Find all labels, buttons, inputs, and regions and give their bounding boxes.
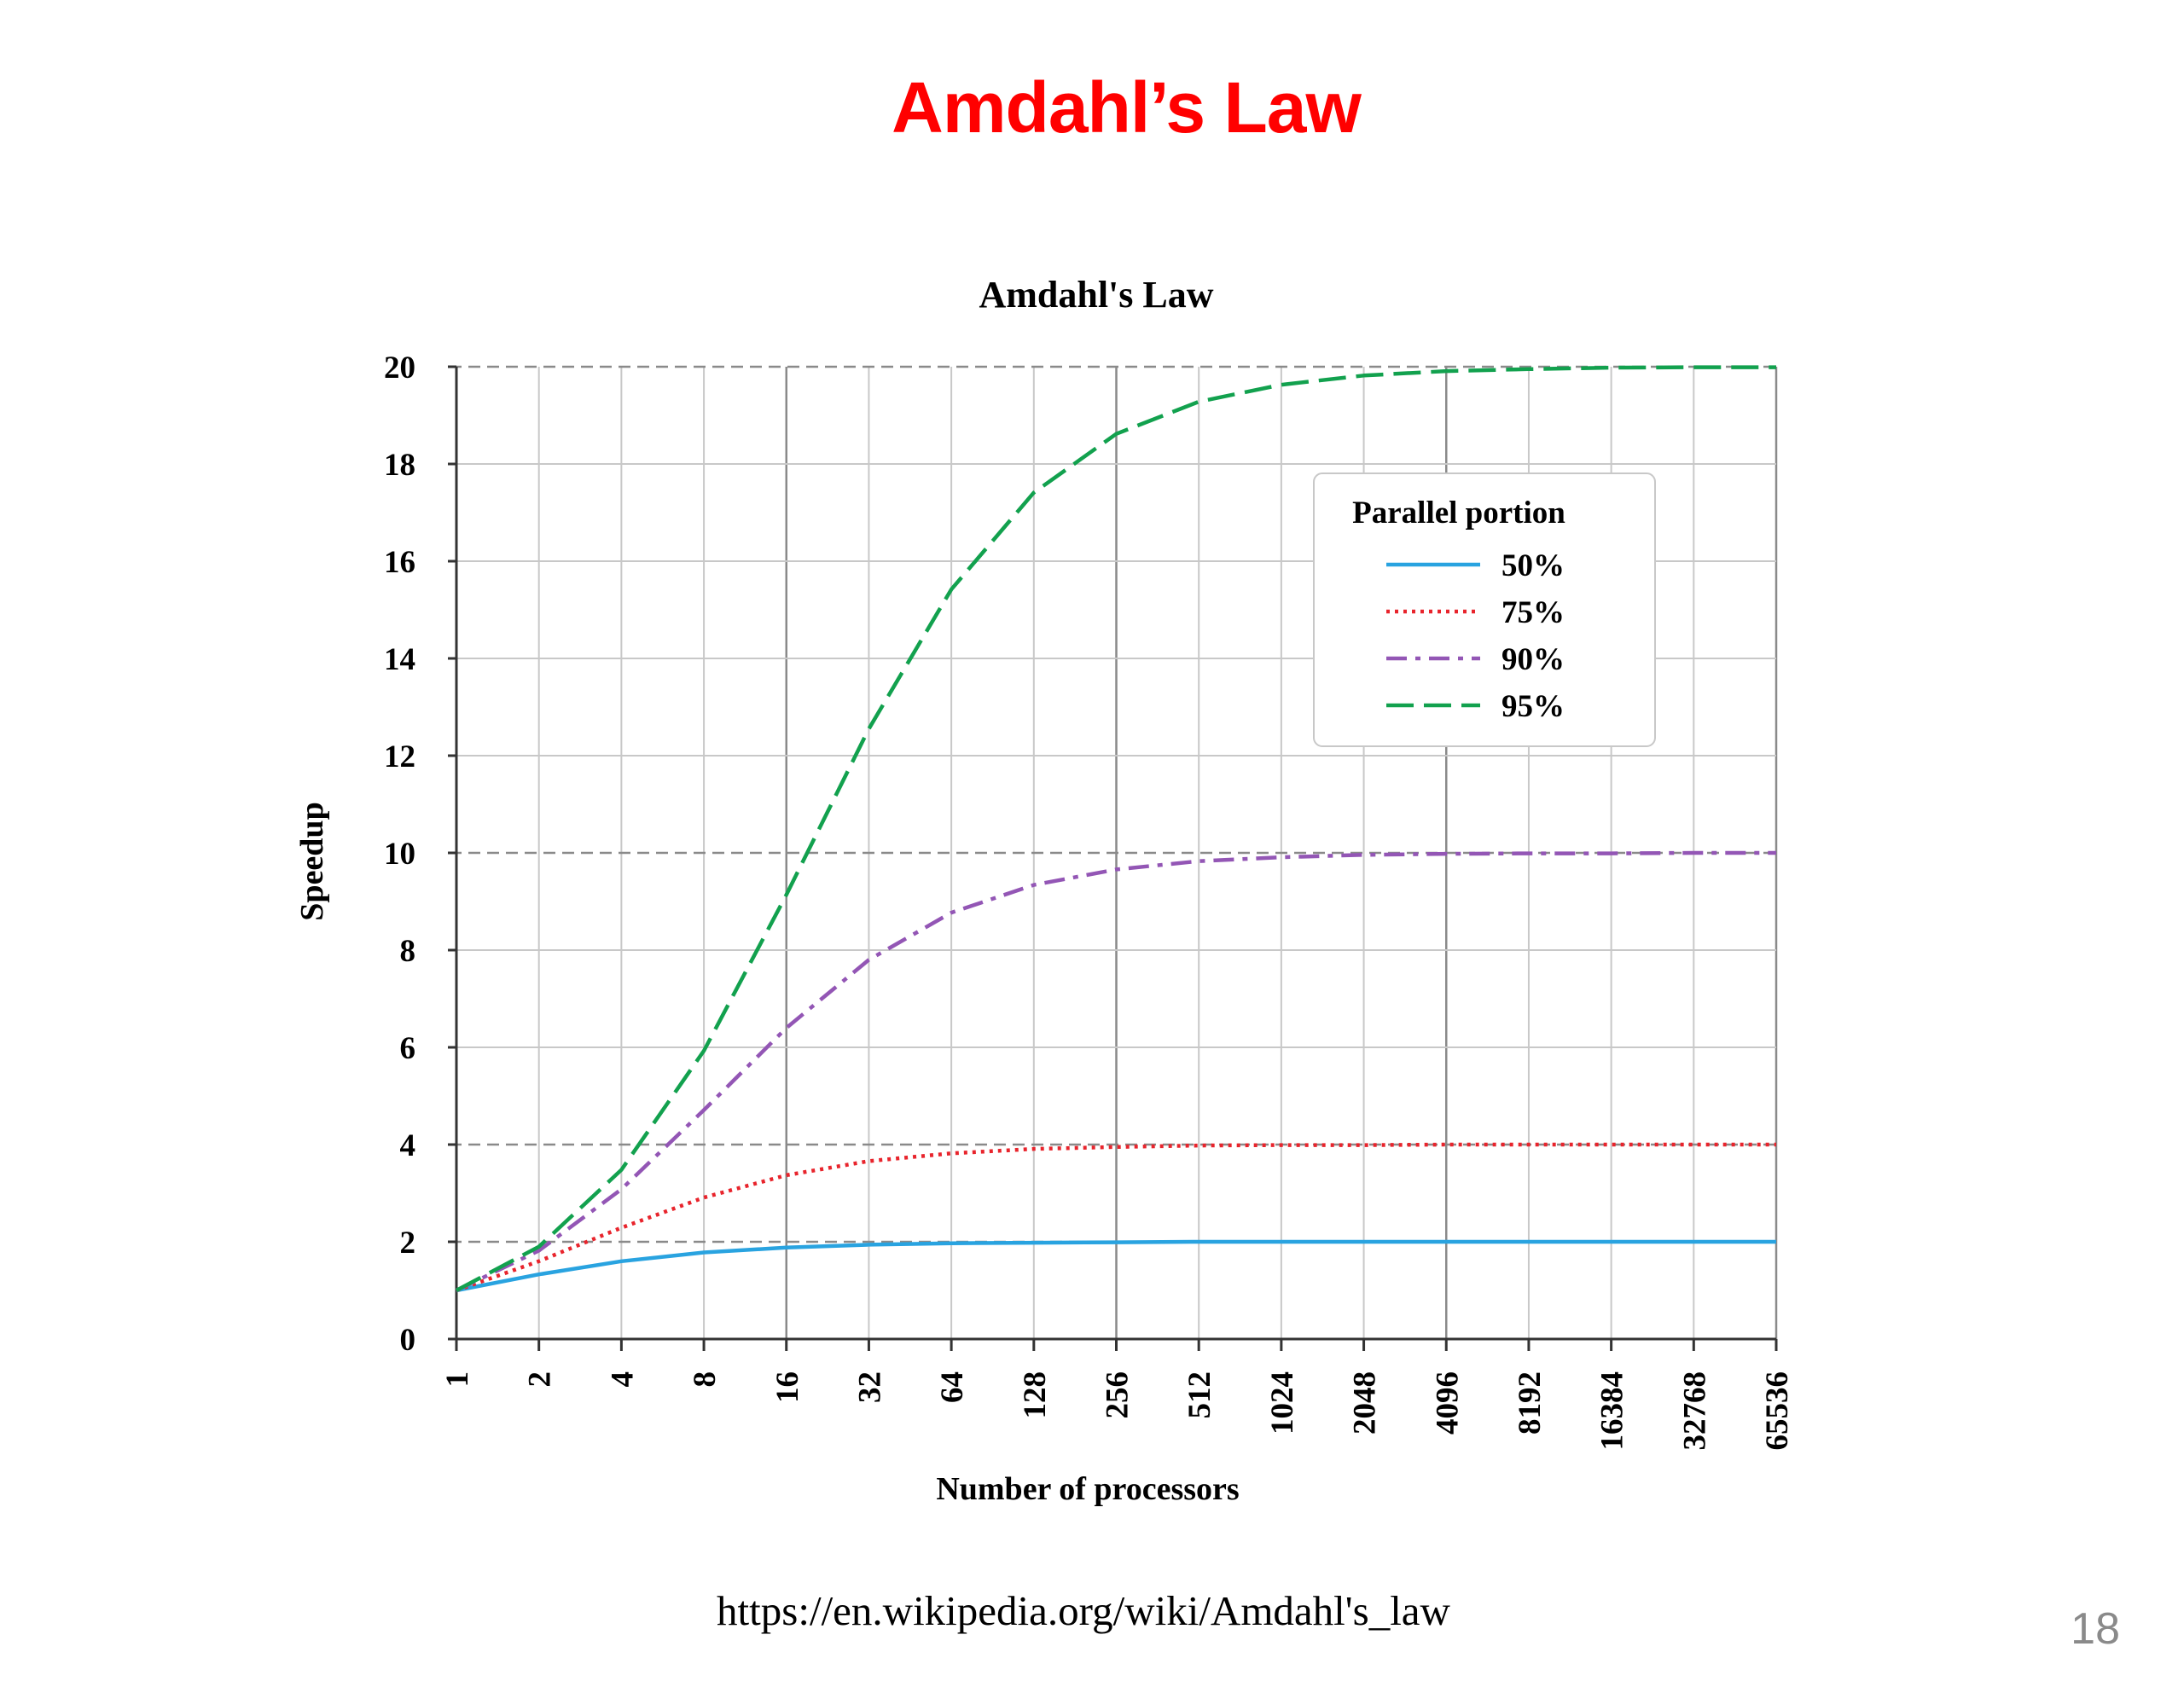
x-tick-label: 8 bbox=[688, 1371, 723, 1388]
legend-label-90pct: 90% bbox=[1502, 642, 1565, 677]
series-line-95pct bbox=[455, 365, 1776, 1292]
y-tick-label: 2 bbox=[400, 1226, 416, 1261]
slide-title: Amdahl’s Law bbox=[892, 67, 1362, 148]
x-tick-label: 512 bbox=[1182, 1371, 1217, 1419]
x-tick-label: 32768 bbox=[1677, 1371, 1712, 1451]
y-tick-label: 16 bbox=[384, 545, 415, 580]
x-tick-label: 32 bbox=[852, 1371, 887, 1403]
x-tick-label: 16384 bbox=[1595, 1371, 1630, 1451]
y-tick-label: 6 bbox=[400, 1031, 416, 1066]
x-tick-label: 1 bbox=[440, 1371, 475, 1388]
chart-title: Amdahl's Law bbox=[979, 274, 1213, 316]
y-tick-label: 10 bbox=[384, 837, 415, 872]
y-tick-label: 12 bbox=[384, 739, 415, 774]
page-number: 18 bbox=[2071, 1604, 2120, 1654]
y-axis-label: Speedup bbox=[294, 802, 330, 920]
chart-axes bbox=[448, 365, 1778, 1351]
x-tick-label: 65536 bbox=[1760, 1371, 1795, 1451]
x-tick-label: 128 bbox=[1018, 1371, 1053, 1419]
x-tick-label: 2 bbox=[523, 1371, 558, 1388]
legend-entries: 50% 75% 90% 95% bbox=[1386, 548, 1565, 724]
x-tick-label: 4 bbox=[605, 1371, 640, 1388]
legend: Parallel portion 50% 75% 90% 95% bbox=[1313, 472, 1656, 747]
x-tick-label: 256 bbox=[1101, 1371, 1136, 1419]
x-tick-label: 2048 bbox=[1348, 1371, 1383, 1435]
y-tick-label: 0 bbox=[400, 1323, 416, 1358]
y-tick-label: 20 bbox=[384, 351, 415, 386]
source-url[interactable]: https://en.wikipedia.org/wiki/Amdahl's_l… bbox=[717, 1587, 1450, 1634]
legend-box bbox=[1313, 472, 1656, 747]
y-tick-label: 4 bbox=[400, 1128, 416, 1163]
series-line-50pct bbox=[456, 1239, 1776, 1293]
y-tick-label: 14 bbox=[384, 642, 415, 677]
x-axis-label: Number of processors bbox=[936, 1471, 1239, 1507]
x-tick-label: 16 bbox=[770, 1371, 805, 1403]
legend-label-75pct: 75% bbox=[1502, 595, 1565, 630]
x-tick-label: 8192 bbox=[1513, 1371, 1548, 1435]
x-tick-label: 4096 bbox=[1430, 1371, 1465, 1435]
y-tick-labels: 0 2 4 6 8 10 12 14 16 18 20 bbox=[384, 351, 415, 1358]
x-tick-label: 64 bbox=[935, 1371, 970, 1403]
x-tick-labels: 1 2 4 8 16 32 64 128 256 512 1024 2048 4096 8192 16384… bbox=[440, 1371, 1795, 1451]
series-layer bbox=[455, 365, 1776, 1293]
y-tick-label: 8 bbox=[400, 934, 416, 969]
legend-label-95pct: 95% bbox=[1502, 689, 1565, 724]
series-line-90pct bbox=[456, 850, 1776, 1293]
y-tick-label: 18 bbox=[384, 448, 415, 483]
legend-title: Parallel portion bbox=[1352, 496, 1565, 530]
legend-label-50pct: 50% bbox=[1502, 548, 1565, 583]
x-tick-label: 1024 bbox=[1265, 1371, 1300, 1435]
